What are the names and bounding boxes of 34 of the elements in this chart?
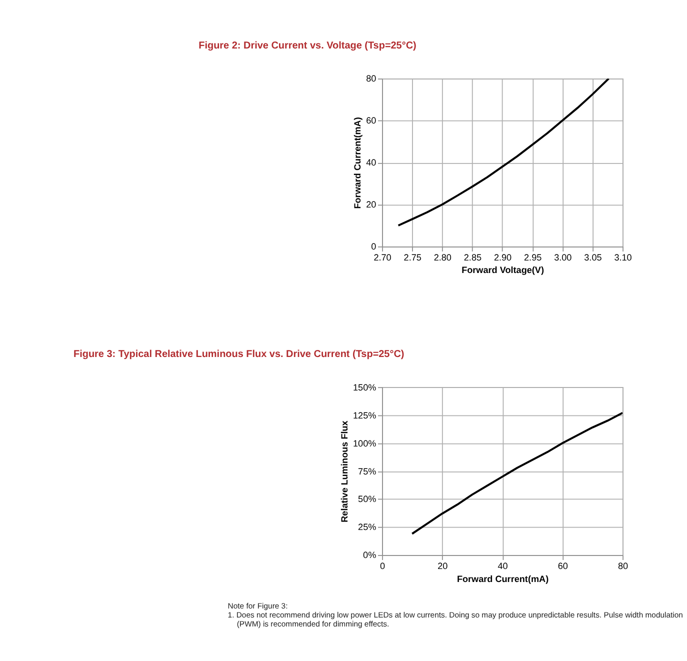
x-tick-label: 2.75 (404, 252, 422, 263)
y-tick-label: 75% (358, 466, 376, 476)
x-tick-label: 40 (498, 561, 508, 572)
y-tick-label: 100% (352, 438, 376, 448)
y-tick-label: 25% (358, 522, 376, 532)
y-tick-label: 50% (358, 494, 376, 504)
y-tick-label: 125% (352, 410, 376, 420)
y-tick-label: 0 (371, 242, 376, 252)
x-tick-label: 0 (380, 561, 386, 572)
x-tick-label: 2.80 (434, 252, 452, 263)
line-series (397, 78, 610, 226)
y-tick-label: 80 (366, 74, 376, 84)
x-axis-title: Forward Current(mA) (456, 574, 549, 584)
x-tick-label: 3.10 (614, 252, 632, 263)
x-tick-label: 2.70 (374, 252, 392, 263)
x-tick-label: 80 (618, 561, 628, 572)
x-tick-label: 2.85 (464, 252, 482, 263)
x-tick-label: 2.95 (524, 252, 542, 263)
y-tick-label: 60 (366, 116, 376, 126)
text: Figure 3: Typical Relative Luminous Flux vs. Drive Current (Tsp=25°C) (74, 349, 404, 360)
y-tick-label: 40 (366, 158, 376, 168)
y-axis-title: Relative Luminous Flux (340, 420, 350, 522)
x-tick-label: 60 (558, 561, 568, 572)
x-axis-title: Forward Voltage(V) (462, 265, 544, 276)
y-tick-label: 0% (363, 550, 376, 560)
y-tick-label: 150% (352, 382, 376, 392)
y-tick-label: 20 (366, 200, 376, 210)
y-axis-title: Forward Current(mA) (352, 117, 363, 209)
line-series (411, 412, 623, 535)
x-tick-label: 20 (438, 561, 448, 572)
x-tick-label: 3.05 (584, 252, 602, 263)
x-tick-label: 3.00 (554, 252, 572, 263)
chart-title: Figure 2: Drive Current vs. Voltage (Tsp=25°C) (198, 40, 416, 52)
x-tick-label: 2.90 (494, 252, 512, 263)
